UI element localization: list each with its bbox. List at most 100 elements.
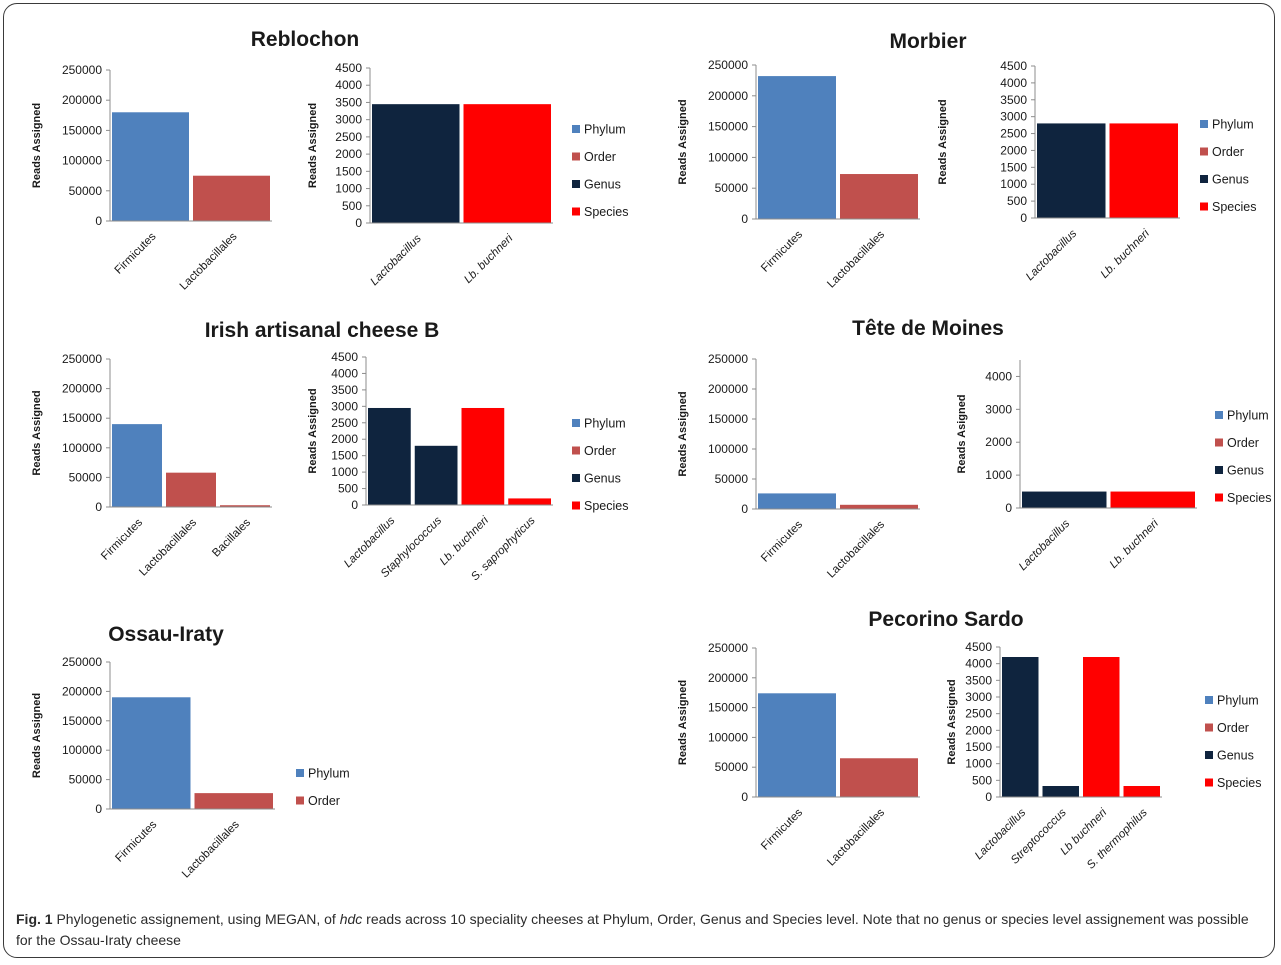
pecorino-sardo-phylum-order-y-tick-label: 200000 (708, 671, 748, 685)
reblochon-phylum-order-bar-firmicutes (112, 112, 189, 221)
ossau-iraty-phylum-order-bar-lactobacillales (194, 793, 273, 809)
legend-swatch-morbier-phylum (1200, 120, 1208, 128)
tete-de-moines-genus-species-y-tick-label: 2000 (985, 435, 1012, 449)
chart-title-ossau-iraty: Ossau-Iraty (108, 623, 224, 646)
reblochon-phylum-order-y-tick-label: 0 (95, 214, 102, 228)
chart-title-tete-de-moines: Tête de Moines (852, 317, 1004, 340)
pecorino-sardo-genus-species-bar-streptococcus (1042, 786, 1079, 797)
legend-label-tete-de-moines-genus: Genus (1227, 464, 1264, 478)
reblochon-genus-species-y-tick-label: 1500 (335, 164, 362, 178)
reblochon-genus-species-y-tick-label: 2500 (335, 130, 362, 144)
morbier-phylum-order-y-tick-label: 100000 (708, 150, 748, 164)
pecorino-sardo-phylum-order-y-axis-label: Reads Assigned (677, 680, 689, 765)
ossau-iraty-phylum-order-y-tick-label: 150000 (62, 714, 102, 728)
irish-artisanal-cheese-b-phylum-order-x-label-bacillales: Bacillales (210, 516, 253, 559)
morbier-phylum-order-bar-lactobacillales (840, 174, 918, 219)
tete-de-moines-genus-species-x-label-lactobacillus: Lactobacillus (1017, 517, 1073, 573)
ossau-iraty-phylum-order-y-tick-label: 100000 (62, 743, 102, 757)
pecorino-sardo-phylum-order-y-tick-label: 150000 (708, 701, 748, 715)
legend-swatch-morbier-genus (1200, 175, 1208, 183)
morbier-genus-species-y-tick-label: 1000 (1000, 177, 1027, 191)
legend-swatch-pecorino-sardo-order (1205, 723, 1213, 732)
pecorino-sardo-genus-species-y-tick-label: 1000 (965, 757, 992, 771)
reblochon-genus-species-bar-lb-buchneri (463, 104, 551, 223)
irish-artisanal-cheese-b-phylum-order-y-tick-label: 250000 (62, 352, 102, 366)
tete-de-moines-phylum-order-bar-lactobacillales (840, 504, 918, 509)
pecorino-sardo-genus-species-y-tick-label: 500 (972, 773, 992, 787)
legend-label-ossau-iraty-phylum: Phylum (308, 767, 350, 781)
morbier-phylum-order-x-label-lactobacillales: Lactobacillales (825, 228, 887, 290)
tete-de-moines-genus-species-bar-lactobacillus (1022, 491, 1107, 508)
pecorino-sardo-genus-species-y-tick-label: 3500 (965, 673, 992, 687)
morbier-genus-species-bar-lactobacillus (1037, 123, 1106, 218)
legend-label-morbier-genus: Genus (1212, 173, 1249, 187)
irish-artisanal-cheese-b-genus-species-y-tick-label: 500 (338, 482, 358, 496)
legend-label-irish-artisanal-cheese-b-genus: Genus (584, 472, 621, 486)
legend-swatch-morbier-species (1200, 202, 1208, 211)
pecorino-sardo-genus-species-y-axis-label: Reads Assigned (946, 679, 958, 764)
pecorino-sardo-genus-species-y-tick-label: 2500 (965, 707, 992, 721)
pecorino-sardo-genus-species-bar-lactobacillus (1002, 657, 1039, 797)
pecorino-sardo-genus-species-y-tick-label: 0 (985, 790, 992, 804)
chart-title-irish-artisanal-cheese-b: Irish artisanal cheese B (205, 319, 440, 342)
reblochon-phylum-order-y-tick-label: 50000 (69, 184, 103, 198)
tete-de-moines-phylum-order-y-tick-label: 250000 (708, 352, 748, 366)
morbier-phylum-order-y-tick-label: 50000 (715, 181, 749, 195)
chart-title-reblochon: Reblochon (251, 28, 360, 51)
caption-text-start: Phylogenetic assignement, using MEGAN, o… (52, 911, 340, 927)
legend-swatch-irish-artisanal-cheese-b-phylum (572, 419, 580, 427)
pecorino-sardo-genus-species-bar-s-thermophilus (1123, 786, 1160, 797)
reblochon-phylum-order-x-label-firmicutes: Firmicutes (113, 230, 159, 276)
legend-swatch-tete-de-moines-phylum (1215, 411, 1223, 419)
legend-label-pecorino-sardo-genus: Genus (1217, 749, 1254, 763)
irish-artisanal-cheese-b-genus-species-y-tick-label: 2500 (331, 416, 358, 430)
pecorino-sardo-phylum-order-y-tick-label: 250000 (708, 641, 748, 655)
irish-artisanal-cheese-b-phylum-order-bar-bacillales (220, 505, 270, 507)
tete-de-moines-phylum-order-y-tick-label: 150000 (708, 412, 748, 426)
irish-artisanal-cheese-b-genus-species-bar-lb-buchneri (461, 407, 505, 505)
legend-swatch-morbier-order (1200, 147, 1208, 156)
tete-de-moines-phylum-order-x-label-firmicutes: Firmicutes (759, 518, 805, 564)
irish-artisanal-cheese-b-phylum-order-y-tick-label: 150000 (62, 411, 102, 425)
pecorino-sardo-genus-species-y-tick-label: 2000 (965, 723, 992, 737)
morbier-genus-species-y-axis-label: Reads Assigned (937, 99, 949, 184)
morbier-genus-species-x-label-lb-buchneri: Lb. buchneri (1099, 227, 1153, 281)
pecorino-sardo-genus-species-y-tick-label: 3000 (965, 690, 992, 704)
legend-swatch-tete-de-moines-species (1215, 493, 1223, 502)
tete-de-moines-genus-species-y-axis-label: Reads Asigned (956, 394, 968, 473)
caption-text-end: reads across 10 speciality cheeses at Ph… (16, 911, 1249, 948)
legend-swatch-pecorino-sardo-species (1205, 778, 1213, 787)
irish-artisanal-cheese-b-genus-species-y-tick-label: 3500 (331, 383, 358, 397)
irish-artisanal-cheese-b-genus-species-y-tick-label: 4000 (331, 366, 358, 380)
reblochon-genus-species-y-tick-label: 4500 (335, 61, 362, 75)
irish-artisanal-cheese-b-genus-species-bar-lactobacillus (368, 407, 411, 505)
reblochon-phylum-order-bar-lactobacillales (193, 175, 270, 221)
irish-artisanal-cheese-b-phylum-order-y-tick-label: 0 (95, 500, 102, 514)
pecorino-sardo-phylum-order-y-tick-label: 0 (741, 790, 748, 804)
pecorino-sardo-genus-species-y-tick-label: 4500 (965, 640, 992, 654)
reblochon-genus-species-bar-lactobacillus (372, 104, 460, 223)
pecorino-sardo-phylum-order-x-label-firmicutes: Firmicutes (759, 806, 805, 852)
pecorino-sardo-genus-species-y-tick-label: 1500 (965, 740, 992, 754)
morbier-genus-species-y-tick-label: 3000 (1000, 110, 1027, 124)
legend-label-pecorino-sardo-phylum: Phylum (1217, 694, 1259, 708)
irish-artisanal-cheese-b-phylum-order-bar-firmicutes (112, 424, 162, 507)
ossau-iraty-phylum-order-bar-firmicutes (112, 697, 191, 809)
pecorino-sardo-phylum-order-y-tick-label: 100000 (708, 730, 748, 744)
reblochon-genus-species-x-label-lactobacillus: Lactobacillus (368, 232, 424, 288)
pecorino-sardo-phylum-order-bar-lactobacillales (840, 758, 918, 797)
ossau-iraty-phylum-order-y-tick-label: 250000 (62, 655, 102, 669)
tete-de-moines-genus-species-y-tick-label: 4000 (985, 369, 1012, 383)
legend-label-irish-artisanal-cheese-b-species: Species (584, 499, 628, 513)
morbier-genus-species-y-tick-label: 4500 (1000, 59, 1027, 73)
tete-de-moines-genus-species-y-tick-label: 3000 (985, 402, 1012, 416)
ossau-iraty-phylum-order-x-label-firmicutes: Firmicutes (113, 818, 159, 864)
legend-swatch-reblochon-phylum (572, 125, 580, 133)
pecorino-sardo-phylum-order-x-label-lactobacillales: Lactobacillales (825, 806, 887, 868)
ossau-iraty-phylum-order-y-axis-label: Reads Assigned (31, 693, 43, 778)
morbier-genus-species-y-tick-label: 2500 (1000, 127, 1027, 141)
tete-de-moines-phylum-order-y-tick-label: 200000 (708, 382, 748, 396)
tete-de-moines-phylum-order-y-tick-label: 0 (741, 502, 748, 516)
morbier-genus-species-y-tick-label: 0 (1020, 211, 1027, 225)
